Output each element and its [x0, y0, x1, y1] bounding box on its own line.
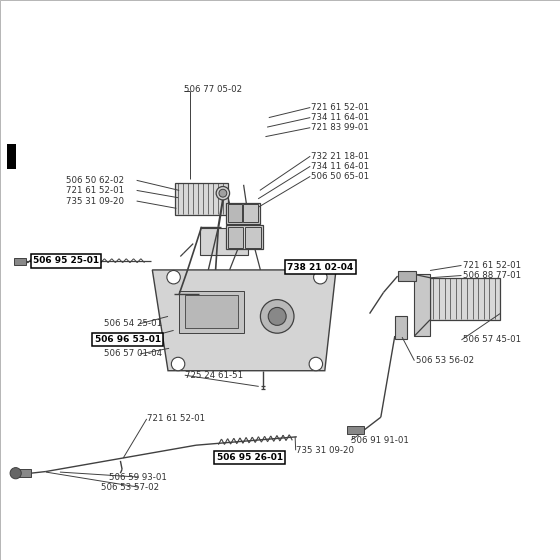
Text: 725 24 61-51: 725 24 61-51 — [185, 371, 243, 380]
Text: 735 31 09-20: 735 31 09-20 — [296, 446, 354, 455]
Bar — [245, 227, 261, 248]
Text: 735 31 09-20: 735 31 09-20 — [66, 197, 124, 206]
Text: 506 53 57-02: 506 53 57-02 — [101, 483, 160, 492]
Text: 721 61 52-01: 721 61 52-01 — [311, 103, 369, 112]
Text: 506 91 91-01: 506 91 91-01 — [351, 436, 409, 445]
Text: 506 95 26-01: 506 95 26-01 — [217, 453, 283, 462]
Bar — [430, 278, 500, 320]
Text: 738 21 02-04: 738 21 02-04 — [287, 263, 353, 272]
Bar — [226, 225, 263, 249]
Bar — [179, 291, 244, 333]
Bar — [414, 274, 430, 336]
Bar — [14, 258, 26, 265]
Text: 506 77 05-02: 506 77 05-02 — [184, 85, 242, 94]
Text: 506 50 62-02: 506 50 62-02 — [66, 176, 124, 185]
Text: 506 53 56-02: 506 53 56-02 — [416, 356, 474, 365]
Text: 721 61 52-01: 721 61 52-01 — [66, 186, 124, 195]
Bar — [200, 228, 248, 255]
Circle shape — [268, 307, 286, 325]
Bar — [7, 144, 16, 169]
Bar — [398, 271, 416, 281]
Circle shape — [216, 186, 230, 200]
Bar — [18, 469, 31, 477]
Text: 721 83 99-01: 721 83 99-01 — [311, 123, 368, 132]
Bar — [243, 204, 258, 222]
Circle shape — [314, 270, 327, 284]
Bar — [226, 203, 260, 224]
Text: 506 57 45-01: 506 57 45-01 — [463, 335, 521, 344]
Text: 506 95 25-01: 506 95 25-01 — [33, 256, 99, 265]
Text: 732 21 18-01: 732 21 18-01 — [311, 152, 369, 161]
Bar — [228, 204, 242, 222]
Circle shape — [309, 357, 323, 371]
Bar — [228, 227, 243, 248]
Polygon shape — [152, 270, 336, 371]
Bar — [395, 316, 407, 339]
Text: 506 50 65-01: 506 50 65-01 — [311, 172, 369, 181]
Text: 506 54 25-01: 506 54 25-01 — [104, 319, 162, 328]
Text: 721 61 52-01: 721 61 52-01 — [463, 261, 521, 270]
Circle shape — [260, 300, 294, 333]
Text: 734 11 64-01: 734 11 64-01 — [311, 162, 369, 171]
Bar — [175, 183, 228, 215]
Circle shape — [219, 189, 227, 197]
Text: 734 11 64-01: 734 11 64-01 — [311, 113, 369, 122]
Circle shape — [10, 468, 21, 479]
Text: 506 88 77-01: 506 88 77-01 — [463, 271, 521, 280]
Bar — [185, 295, 238, 328]
Bar — [347, 426, 364, 434]
Text: 721 61 52-01: 721 61 52-01 — [147, 414, 205, 423]
Text: 506 59 93-01: 506 59 93-01 — [109, 473, 167, 482]
Text: 506 57 01-04: 506 57 01-04 — [104, 349, 162, 358]
Text: 506 96 53-01: 506 96 53-01 — [95, 335, 161, 344]
Circle shape — [167, 270, 180, 284]
Circle shape — [171, 357, 185, 371]
